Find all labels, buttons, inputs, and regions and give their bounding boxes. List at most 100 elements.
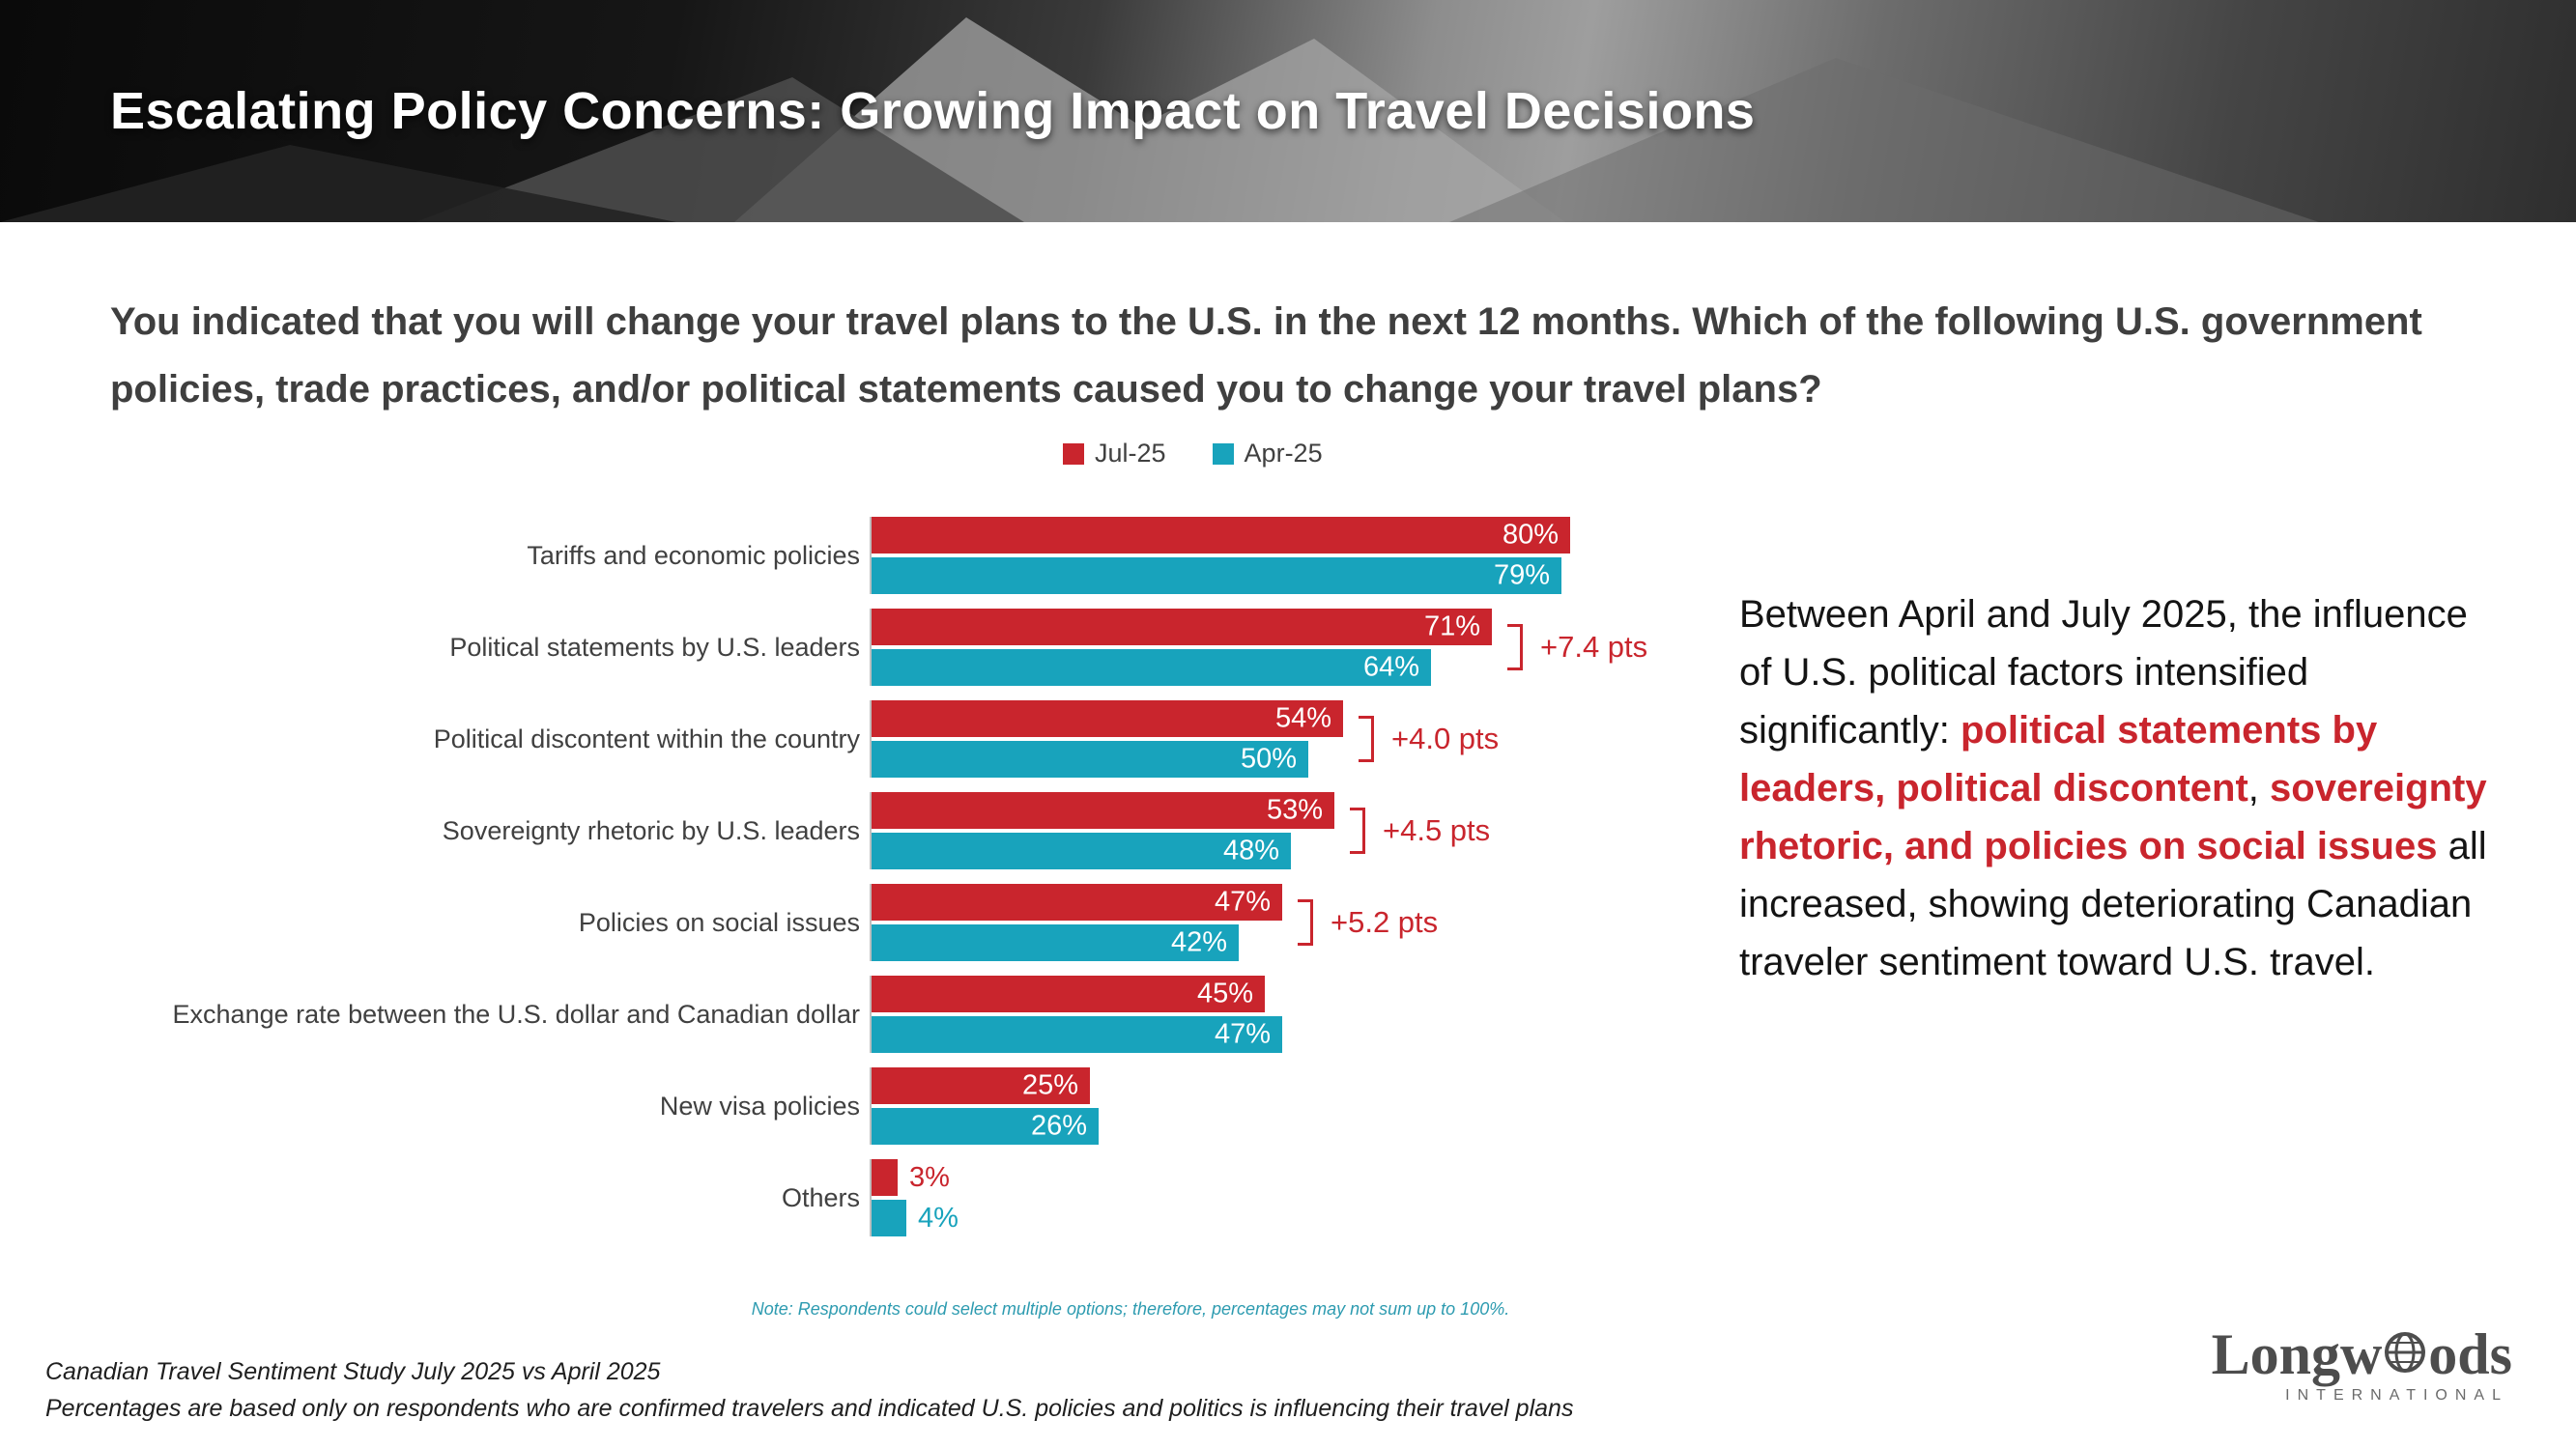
delta-bracket [1507, 624, 1523, 670]
page-title: Escalating Policy Concerns: Growing Impa… [110, 82, 1756, 140]
bar-group: 53% 48% +4.5 pts [870, 792, 2126, 869]
legend-label-jul: Jul-25 [1095, 439, 1166, 468]
bar-value-label: 54% [1274, 702, 1331, 734]
commentary-segment: political statements by leaders, politic… [1739, 709, 2378, 809]
chart-row: Political discontent within the country 5… [116, 700, 2126, 778]
bar-line: 4% [872, 1200, 2126, 1236]
category-label: Tariffs and economic policies [527, 540, 860, 570]
survey-question: You indicated that you will change your … [110, 300, 2422, 411]
bar-apr-25: 42% [872, 924, 1239, 961]
legend-swatch-apr [1212, 442, 1234, 465]
bar-line: 25% [872, 1067, 2126, 1104]
category-label: Sovereignty rhetoric by U.S. leaders [442, 815, 860, 845]
chart-row: Political statements by U.S. leaders 71% 6… [116, 609, 2126, 686]
category-label: Exchange rate between the U.S. dollar an… [172, 999, 860, 1029]
legend-label-apr: Apr-25 [1244, 439, 1323, 468]
bar-value-label: 47% [1214, 886, 1271, 918]
logo-subtitle: INTERNATIONAL [2285, 1387, 2508, 1404]
bar-line: 42% [872, 924, 2126, 961]
bar-chart: Tariffs and economic policies 80% 79% Polit… [116, 517, 2126, 1251]
bar-line: 71% [872, 609, 2126, 645]
logo-wordmark: Longw ods [2212, 1325, 2512, 1383]
delta-bracket [1298, 899, 1313, 946]
category-label: Policies on social issues [578, 907, 860, 937]
bar-value-label: 79% [1493, 559, 1550, 591]
bar-value-label: 4% [918, 1202, 959, 1234]
bar-apr-25: 50% [872, 741, 1308, 778]
bar-line: 79% [872, 557, 2126, 594]
bar-group: 25% 26% [870, 1067, 2126, 1145]
chart-row: Exchange rate between the U.S. dollar an… [116, 976, 2126, 1053]
chart-rows: Tariffs and economic policies 80% 79% Polit… [116, 517, 2126, 1236]
bar-jul-25: 47% [872, 884, 1282, 921]
bar-group: 3% 4% [870, 1159, 2126, 1236]
bar-value-label: 42% [1170, 926, 1227, 958]
bar-group: 45% 47% [870, 976, 2126, 1053]
bar-jul-25: 53% [872, 792, 1334, 829]
delta-label: +4.5 pts [1383, 813, 1491, 847]
bar-group: 71% 64% +7.4 pts [870, 609, 2126, 686]
bar-apr-25: 26% [872, 1108, 1099, 1145]
bar-line: 80% [872, 517, 2126, 554]
mountain-image [0, 17, 2319, 222]
bar-jul-25: 25% [872, 1067, 1090, 1104]
bar-jul-25: 45% [872, 976, 1265, 1012]
footer-base-note: Percentages are based only on respondent… [45, 1395, 1574, 1422]
bar-line: 45% [872, 976, 2126, 1012]
chart-row: Others 3% 4% [116, 1159, 2126, 1236]
bar-value-label: 50% [1240, 743, 1297, 775]
chart-row: Policies on social issues 47% 42% +5.2 pts [116, 884, 2126, 961]
commentary-segment: all increased, showing deteriorating Can… [1739, 825, 2487, 983]
bar-line: 26% [872, 1108, 2126, 1145]
bar-apr-25: 48% [872, 833, 1291, 869]
bar-value-label: 3% [909, 1161, 950, 1193]
category-label: Others [781, 1182, 860, 1212]
bar-line: 50% [872, 741, 2126, 778]
commentary-text: Between April and July 2025, the influen… [1739, 585, 2498, 991]
bar-jul-25 [872, 1159, 898, 1196]
bar-line: 64% [872, 649, 2126, 686]
chart-row: New visa policies 25% 26% [116, 1067, 2126, 1145]
category-label: New visa policies [659, 1091, 860, 1121]
chart-note: Note: Respondents could select multiple … [751, 1299, 1510, 1319]
legend-swatch-jul [1063, 442, 1084, 465]
bar-line: 3% [872, 1159, 2126, 1196]
bar-value-label: 53% [1266, 794, 1323, 826]
commentary-segment: Between April and July 2025, the influen… [1739, 593, 2468, 752]
bar-line: 47% [872, 1016, 2126, 1053]
bar-value-label: 47% [1214, 1018, 1271, 1050]
bar-jul-25: 80% [872, 517, 1570, 554]
bar-apr-25: 47% [872, 1016, 1282, 1053]
footer-study-title: Canadian Travel Sentiment Study July 202… [45, 1358, 661, 1385]
logo-text-prefix: Longw [2211, 1322, 2383, 1386]
bar-group: 80% 79% [870, 517, 2126, 594]
header-banner: Escalating Policy Concerns: Growing Impa… [0, 0, 2576, 222]
bar-jul-25: 54% [872, 700, 1343, 737]
bar-value-label: 48% [1222, 835, 1279, 866]
category-label: Political statements by U.S. leaders [449, 632, 860, 662]
delta-label: +4.0 pts [1391, 722, 1500, 755]
bar-value-label: 80% [1502, 519, 1559, 551]
legend-item-apr: Apr-25 [1212, 439, 1323, 468]
bar-group: 47% 42% +5.2 pts [870, 884, 2126, 961]
delta-label: +7.4 pts [1540, 630, 1648, 664]
category-label: Political discontent within the country [433, 724, 860, 753]
bar-value-label: 26% [1030, 1110, 1087, 1142]
bar-line: 48% [872, 833, 2126, 869]
bar-value-label: 71% [1423, 610, 1480, 642]
bar-group: 54% 50% +4.0 pts [870, 700, 2126, 778]
bar-apr-25: 79% [872, 557, 1561, 594]
chart-row: Tariffs and economic policies 80% 79% [116, 517, 2126, 594]
globe-icon [2384, 1325, 2426, 1383]
logo-text-suffix: ods [2428, 1322, 2512, 1386]
longwoods-logo: Longw ods INTERNATIONAL [2212, 1325, 2512, 1405]
bar-value-label: 45% [1196, 978, 1253, 1009]
delta-bracket [1359, 716, 1374, 762]
delta-label: +5.2 pts [1331, 905, 1439, 939]
bar-apr-25 [872, 1200, 906, 1236]
bar-value-label: 25% [1021, 1069, 1078, 1101]
bar-value-label: 64% [1362, 651, 1419, 683]
delta-bracket [1350, 808, 1365, 854]
legend-item-jul: Jul-25 [1063, 439, 1166, 468]
